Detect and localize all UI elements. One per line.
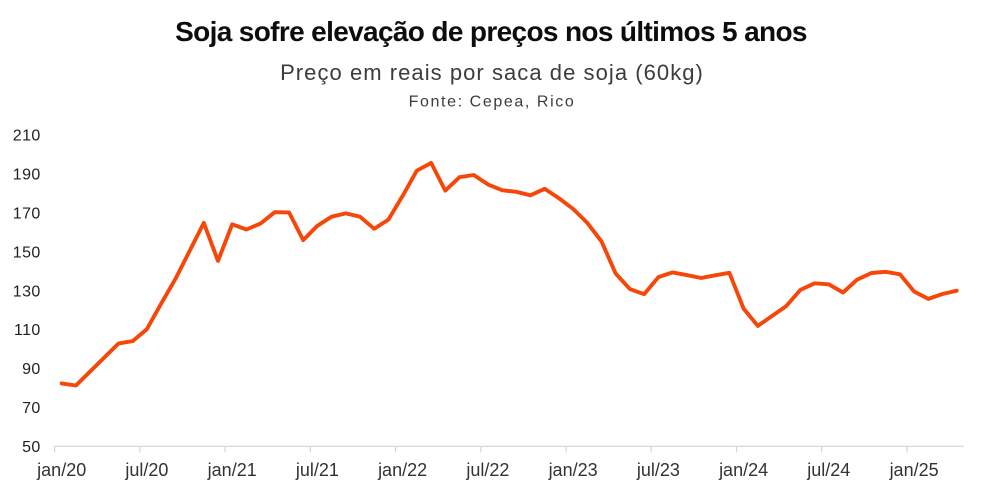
- svg-text:210: 210: [13, 128, 41, 145]
- svg-text:jul/23: jul/23: [636, 460, 680, 480]
- svg-text:Fonte: Cepea, Rico: Fonte: Cepea, Rico: [409, 94, 576, 111]
- svg-text:50: 50: [22, 439, 41, 456]
- svg-text:jan/20: jan/20: [36, 460, 86, 480]
- svg-text:jul/22: jul/22: [465, 460, 509, 480]
- svg-text:jul/21: jul/21: [295, 460, 339, 480]
- svg-text:jan/24: jan/24: [718, 460, 768, 480]
- svg-text:90: 90: [22, 361, 41, 378]
- svg-text:190: 190: [13, 167, 41, 184]
- svg-text:130: 130: [13, 283, 41, 300]
- svg-text:Preço em reais por saca de soj: Preço em reais por saca de soja (60kg): [280, 60, 704, 85]
- svg-text:70: 70: [22, 400, 41, 417]
- svg-text:jan/21: jan/21: [207, 460, 257, 480]
- svg-text:jan/25: jan/25: [889, 460, 939, 480]
- svg-text:jul/20: jul/20: [124, 460, 168, 480]
- svg-text:jan/23: jan/23: [548, 460, 598, 480]
- svg-text:jul/24: jul/24: [806, 460, 850, 480]
- svg-text:Soja sofre elevação de preços: Soja sofre elevação de preços nos último…: [175, 16, 807, 47]
- svg-text:150: 150: [13, 244, 41, 261]
- svg-text:170: 170: [13, 205, 41, 222]
- svg-text:jan/22: jan/22: [377, 460, 427, 480]
- svg-text:110: 110: [14, 322, 41, 339]
